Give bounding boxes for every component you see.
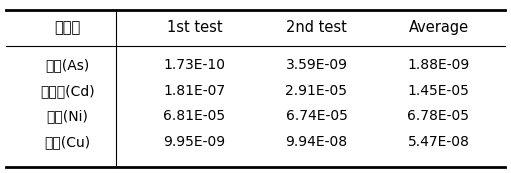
Text: 1.81E-07: 1.81E-07 [164,84,225,98]
Text: 1st test: 1st test [167,20,222,35]
Text: 카드뮴(Cd): 카드뮴(Cd) [40,84,95,98]
Text: 3.59E-09: 3.59E-09 [286,58,347,72]
Text: 2nd test: 2nd test [286,20,347,35]
Text: 비소(As): 비소(As) [45,58,89,72]
Text: 1.45E-05: 1.45E-05 [408,84,470,98]
Text: Average: Average [408,20,469,35]
Text: 구리(Cu): 구리(Cu) [44,135,90,149]
Text: 9.94E-08: 9.94E-08 [286,135,347,149]
Text: 9.95E-09: 9.95E-09 [164,135,225,149]
Text: 6.74E-05: 6.74E-05 [286,109,347,123]
Text: 6.78E-05: 6.78E-05 [407,109,470,123]
Text: 5.47E-08: 5.47E-08 [408,135,470,149]
Text: 중금속: 중금속 [54,20,81,35]
Text: 니켈(Ni): 니켈(Ni) [47,109,88,123]
Text: 1.73E-10: 1.73E-10 [164,58,225,72]
Text: 6.81E-05: 6.81E-05 [164,109,225,123]
Text: 2.91E-05: 2.91E-05 [286,84,347,98]
Text: 1.88E-09: 1.88E-09 [407,58,470,72]
